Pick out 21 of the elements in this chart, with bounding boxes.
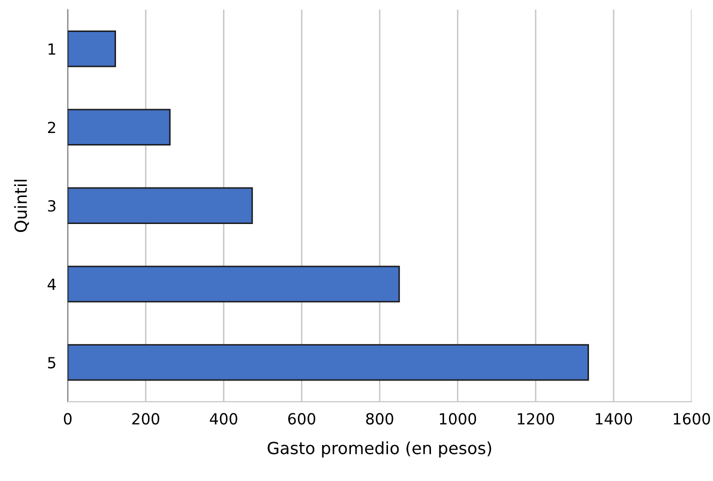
y-tick-label: 5 [48, 357, 56, 368]
bar [68, 30, 116, 68]
bar [68, 344, 589, 381]
y-tick-label: 3 [48, 200, 56, 212]
y-tick-label: 2 [48, 122, 56, 134]
x-tick-label: 0 [64, 413, 72, 425]
bar [68, 266, 400, 302]
y-tick-label: 1 [48, 43, 56, 55]
x-tick-label: 800 [366, 413, 394, 425]
x-tick-label: 400 [210, 413, 238, 425]
x-axis-title: Gasto promedio (en pesos) [268, 441, 492, 458]
x-tick-label: 1200 [518, 413, 554, 425]
x-tick-label: 1600 [674, 413, 710, 425]
y-axis-title: Quintil [14, 180, 29, 232]
x-tick-label: 200 [132, 413, 160, 425]
x-tick-label: 600 [288, 413, 316, 425]
y-tick-label: 4 [48, 278, 56, 290]
bar [68, 108, 171, 146]
x-tick-label: 1400 [596, 413, 632, 425]
bar [68, 187, 253, 224]
x-tick-label: 1000 [440, 413, 476, 425]
